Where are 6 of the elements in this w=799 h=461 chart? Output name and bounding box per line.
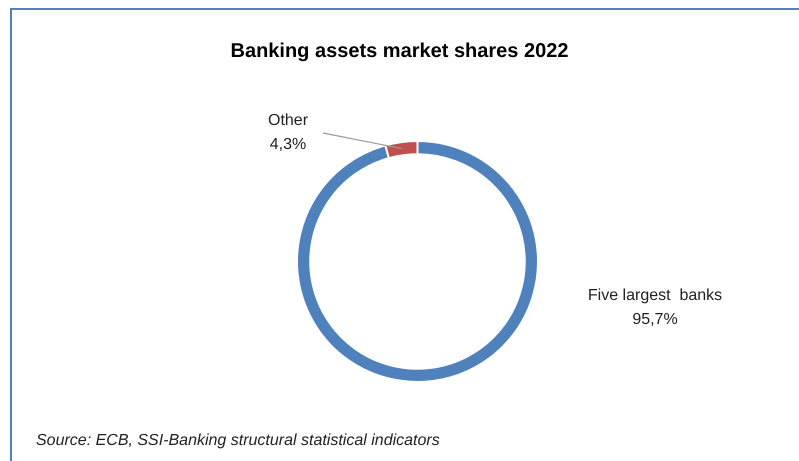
slice-label: Other [268,112,309,129]
slice-label: Five largest banks [588,287,722,304]
data-label: 95,7% [632,311,678,328]
data-label: 4,3% [270,136,306,153]
chart-title: Banking assets market shares 2022 [230,40,570,63]
source-note: Source: ECB, SSI-Banking structural statistical indicators [36,432,440,450]
